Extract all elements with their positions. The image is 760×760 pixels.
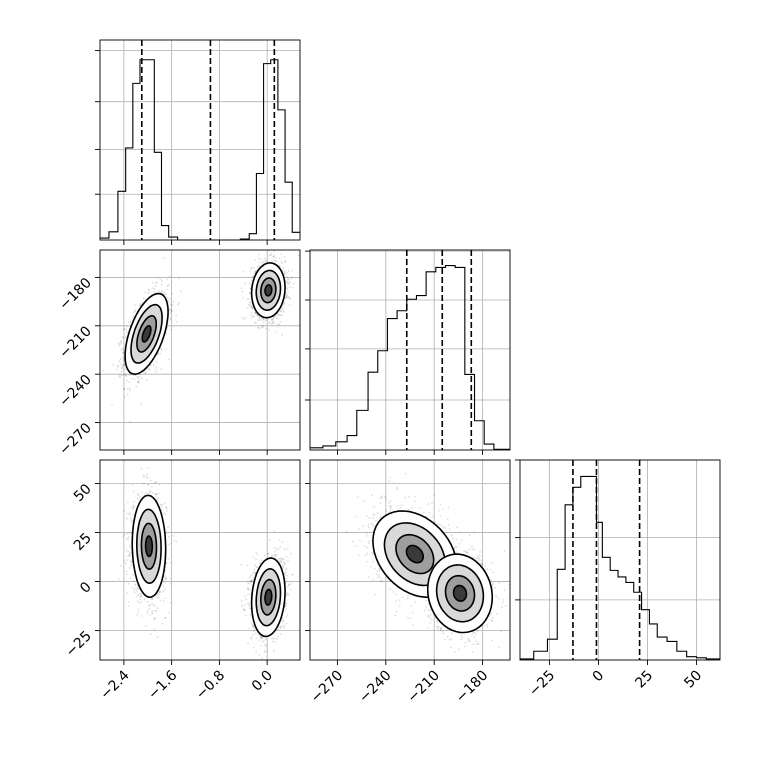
x-tick-label-3: 0.0	[249, 668, 276, 695]
density-level-1-3	[265, 284, 272, 296]
contour-0-2	[140, 522, 158, 571]
histogram-panel-0	[95, 39, 301, 245]
y-tick-label-3: 50	[71, 481, 95, 505]
y-tick-label-2: −210	[56, 323, 95, 362]
x-tick-label-1: −240	[356, 668, 395, 707]
contour-1-3	[264, 283, 273, 297]
contour-0-3	[405, 544, 424, 564]
density-level-0-3	[145, 536, 153, 557]
x-tick-label-1: −1.6	[145, 667, 180, 702]
panel-frame	[309, 459, 511, 661]
panel-frame	[309, 249, 511, 451]
contour-0-3	[144, 535, 154, 558]
contour-1-0	[426, 553, 494, 634]
x-tick-label-3: −180	[453, 668, 492, 707]
density-level-0-3	[142, 325, 151, 342]
y-tick-label-0: −270	[56, 420, 95, 459]
histogram-panel-2: −25 0 25 50	[515, 459, 721, 700]
histogram-steps	[310, 265, 510, 450]
scatter-panel-0-2: −2.4 −1.6 −0.8 0.0 −25 0 25 50	[63, 459, 301, 703]
x-tick-label-2: −210	[405, 668, 444, 707]
contour-1-2	[444, 574, 476, 612]
x-tick-label-0: −270	[308, 668, 347, 707]
scatter-panel-0-1: −270 −240 −210 −180	[56, 249, 301, 459]
density-level-1-3	[265, 589, 272, 606]
contour-0-2	[136, 315, 157, 353]
contour-1-1	[435, 564, 485, 623]
contour-1-2	[259, 578, 277, 616]
contour-0-1	[135, 508, 162, 585]
x-tick-label-0: −25	[526, 668, 558, 700]
x-tick-label-1: 0	[590, 668, 608, 686]
histogram-steps	[520, 475, 720, 660]
histogram-panel-1	[305, 249, 511, 455]
x-tick-label-2: 25	[632, 668, 656, 692]
x-tick-label-3: 50	[681, 668, 705, 692]
contour-1-3	[264, 588, 273, 606]
panel-frame	[519, 459, 721, 661]
y-tick-label-2: 25	[71, 530, 95, 554]
scatter-panel-1-2: −270 −240 −210 −180	[305, 459, 511, 707]
y-tick-label-1: −240	[56, 372, 95, 411]
x-tick-label-0: −2.4	[97, 667, 132, 702]
density-level-1-3	[453, 585, 467, 602]
y-tick-label-3: −180	[56, 275, 95, 314]
panel-frame	[99, 459, 301, 661]
contour-1-3	[452, 584, 468, 603]
contour-0-2	[395, 533, 435, 575]
y-tick-label-1: 0	[77, 579, 95, 597]
panel-frame	[99, 249, 301, 451]
panel-frame	[99, 39, 301, 241]
contour-0-3	[141, 325, 152, 343]
contour-1-1	[255, 567, 282, 627]
contour-1-1	[255, 269, 282, 312]
x-tick-label-2: −0.8	[193, 668, 228, 703]
contour-0-0	[131, 494, 167, 599]
contour-0-0	[124, 292, 169, 375]
density-level-0-3	[406, 545, 424, 563]
contour-1-0	[250, 262, 286, 319]
contour-1-0	[250, 557, 286, 638]
y-tick-label-0: −25	[63, 628, 95, 660]
contour-1-2	[259, 277, 277, 304]
histogram-steps	[100, 59, 300, 241]
contour-0-1	[130, 303, 163, 364]
